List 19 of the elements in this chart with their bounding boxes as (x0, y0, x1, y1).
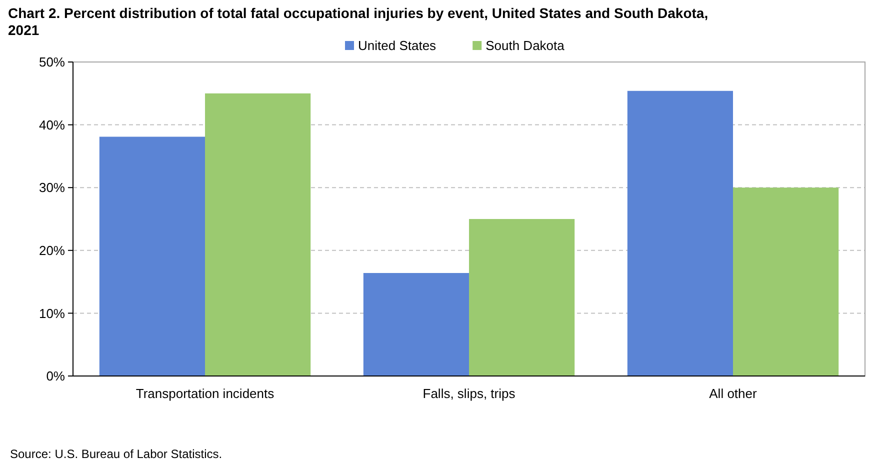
bar (99, 136, 205, 376)
x-tick-label: Falls, slips, trips (422, 386, 516, 401)
bar (363, 273, 469, 376)
y-tick-label: 40% (38, 117, 66, 132)
y-tick-label: 30% (38, 180, 66, 196)
bar (733, 188, 839, 376)
legend-label: United States (358, 38, 437, 53)
chart-title: Chart 2. Percent distribution of total fatal occupational injuries by event, United States and South Dakota, 2021 (8, 5, 708, 38)
x-tick-label: All other (709, 386, 758, 401)
source-note: Source: U.S. Bureau of Labor Statistics. (10, 447, 222, 461)
bar (627, 90, 733, 376)
y-tick-label: 20% (38, 242, 66, 258)
bar (205, 93, 311, 376)
legend-label: South Dakota (486, 38, 566, 53)
y-tick-label: 50% (38, 54, 66, 70)
y-tick-label: 0% (46, 368, 66, 384)
y-tick-label: 10% (38, 306, 66, 321)
bar (469, 219, 575, 376)
x-tick-label: Transportation incidents (136, 386, 275, 401)
